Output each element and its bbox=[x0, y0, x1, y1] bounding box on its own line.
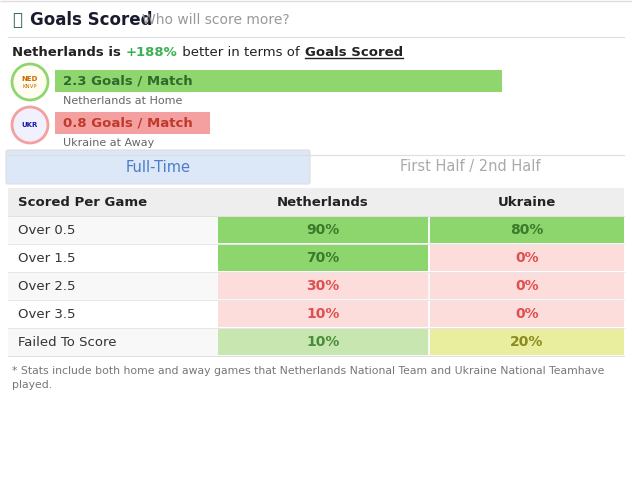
Text: 70%: 70% bbox=[307, 251, 339, 265]
FancyBboxPatch shape bbox=[218, 217, 428, 243]
Text: Ukraine: Ukraine bbox=[498, 196, 556, 208]
Text: 90%: 90% bbox=[307, 223, 339, 237]
Text: 20%: 20% bbox=[510, 335, 544, 349]
Text: 0%: 0% bbox=[515, 251, 539, 265]
Text: 10%: 10% bbox=[307, 335, 339, 349]
Text: Goals Scored: Goals Scored bbox=[30, 11, 152, 29]
Circle shape bbox=[12, 64, 48, 100]
Text: 80%: 80% bbox=[510, 223, 544, 237]
FancyBboxPatch shape bbox=[430, 217, 624, 243]
Text: Ukraine at Away: Ukraine at Away bbox=[63, 138, 154, 148]
Text: Goals Scored: Goals Scored bbox=[305, 46, 403, 59]
Text: 0%: 0% bbox=[515, 279, 539, 293]
Text: better in terms of: better in terms of bbox=[178, 46, 304, 59]
FancyBboxPatch shape bbox=[430, 329, 624, 355]
Text: Who will score more?: Who will score more? bbox=[142, 13, 289, 27]
FancyBboxPatch shape bbox=[8, 272, 624, 300]
Text: 0%: 0% bbox=[515, 307, 539, 321]
FancyBboxPatch shape bbox=[430, 273, 624, 299]
FancyBboxPatch shape bbox=[218, 273, 428, 299]
Text: played.: played. bbox=[12, 380, 52, 390]
FancyBboxPatch shape bbox=[218, 245, 428, 271]
FancyBboxPatch shape bbox=[8, 188, 624, 216]
Text: ⚽: ⚽ bbox=[12, 11, 22, 29]
FancyBboxPatch shape bbox=[218, 301, 428, 327]
Text: 10%: 10% bbox=[307, 307, 339, 321]
Text: Failed To Score: Failed To Score bbox=[18, 336, 116, 348]
FancyBboxPatch shape bbox=[8, 244, 624, 272]
Text: NED: NED bbox=[22, 76, 38, 82]
FancyBboxPatch shape bbox=[55, 112, 210, 134]
Circle shape bbox=[12, 107, 48, 143]
Text: Over 1.5: Over 1.5 bbox=[18, 252, 75, 264]
FancyBboxPatch shape bbox=[8, 328, 624, 356]
Text: Over 0.5: Over 0.5 bbox=[18, 224, 75, 236]
FancyBboxPatch shape bbox=[430, 245, 624, 271]
Text: +188%: +188% bbox=[126, 46, 178, 59]
FancyBboxPatch shape bbox=[430, 301, 624, 327]
FancyBboxPatch shape bbox=[6, 150, 310, 184]
Text: UKR: UKR bbox=[22, 122, 38, 128]
FancyBboxPatch shape bbox=[55, 70, 502, 92]
Text: Netherlands at Home: Netherlands at Home bbox=[63, 96, 183, 106]
Text: Full-Time: Full-Time bbox=[126, 160, 190, 174]
FancyBboxPatch shape bbox=[8, 300, 624, 328]
Text: * Stats include both home and away games that Netherlands National Team and Ukra: * Stats include both home and away games… bbox=[12, 366, 604, 376]
Text: 30%: 30% bbox=[307, 279, 339, 293]
FancyBboxPatch shape bbox=[218, 329, 428, 355]
Text: Netherlands: Netherlands bbox=[277, 196, 369, 208]
Text: 2.3 Goals / Match: 2.3 Goals / Match bbox=[63, 74, 193, 88]
Text: First Half / 2nd Half: First Half / 2nd Half bbox=[400, 160, 540, 174]
FancyBboxPatch shape bbox=[8, 216, 624, 244]
Text: Over 2.5: Over 2.5 bbox=[18, 280, 75, 292]
Text: Scored Per Game: Scored Per Game bbox=[18, 196, 147, 208]
Text: Over 3.5: Over 3.5 bbox=[18, 308, 75, 320]
Text: 0.8 Goals / Match: 0.8 Goals / Match bbox=[63, 116, 193, 130]
Text: Netherlands is: Netherlands is bbox=[12, 46, 126, 59]
Text: KNVP: KNVP bbox=[23, 84, 37, 89]
